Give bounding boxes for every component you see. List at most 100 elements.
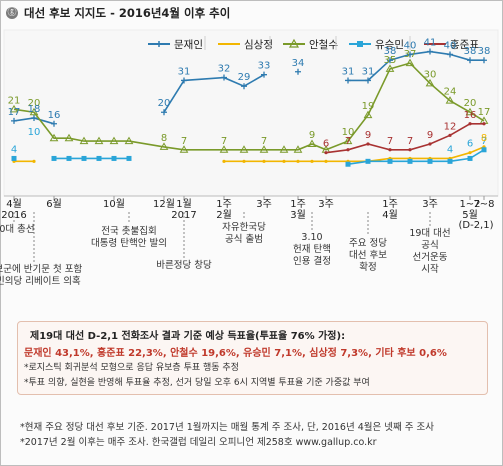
data-label: 38 [464, 46, 477, 57]
data-point [467, 155, 473, 161]
data-point [310, 159, 314, 163]
data-label: 19 [362, 101, 375, 112]
data-point [428, 142, 432, 146]
gallup-logo-icon: ⓖ [6, 7, 18, 19]
data-label: 9 [365, 130, 371, 141]
data-point [222, 159, 226, 163]
plot-area [3, 29, 499, 197]
data-point [481, 57, 487, 64]
data-point [365, 158, 371, 164]
data-point [408, 148, 412, 152]
data-point [366, 142, 370, 146]
x-period-label: 5월 [462, 209, 478, 221]
event-label: 선거운동 [413, 252, 448, 263]
event-label: 공식 [421, 240, 438, 251]
legend-marker [288, 38, 300, 48]
data-label: 16 [464, 110, 477, 121]
data-label: 17 [478, 107, 491, 118]
data-label: 37 [404, 49, 417, 60]
data-point [387, 158, 393, 164]
x-period-label: 4월 [382, 209, 398, 221]
data-point [9, 104, 19, 113]
data-point [447, 51, 453, 58]
data-label: 40 [404, 40, 417, 51]
x-tick-label: 1~2 [459, 199, 480, 210]
data-label: 7 [387, 136, 393, 147]
data-label: 29 [238, 72, 251, 83]
data-point [448, 133, 452, 137]
x-tick-label: 3주 [318, 199, 334, 210]
data-point [279, 145, 289, 153]
data-point [219, 145, 229, 153]
data-label: 9 [427, 130, 433, 141]
event-label: 대선 후보 [349, 250, 387, 261]
x-tick-label: 12월 [153, 198, 175, 210]
event-label: 자유한국당 [222, 222, 266, 233]
event-label: 주요 정당 [349, 238, 387, 249]
data-point [124, 136, 134, 145]
data-point [51, 155, 57, 161]
result-box-note: *로지스틱 회귀분석 모형으로 응답 유보층 투표 행동 추정 [24, 363, 239, 373]
data-point [181, 77, 187, 84]
data-point [387, 57, 393, 64]
data-label: 20 [158, 98, 171, 109]
data-point [96, 155, 102, 161]
page-title: 대선 후보 지지도 - 2016년4월 이후 추이 [24, 6, 231, 20]
data-point [388, 148, 392, 152]
data-point [468, 122, 472, 126]
data-point [407, 51, 413, 58]
x-tick-label: 7~8 [473, 199, 494, 210]
series-line-안철수 [13, 62, 485, 151]
data-point [49, 133, 59, 142]
data-point [346, 148, 350, 152]
x-tick-label: 3주 [256, 199, 272, 210]
data-point [482, 122, 486, 126]
x-tick-label: 10월 [103, 198, 125, 210]
event-label: 헌재 탄핵 [293, 243, 331, 255]
data-point [66, 155, 72, 161]
data-label: 7 [481, 136, 487, 147]
legend-label: 안철수 [309, 39, 338, 51]
legend-marker [156, 41, 162, 47]
data-label: 38 [384, 46, 397, 57]
title-row: ⓖ 대선 후보 지지도 - 2016년4월 이후 추이 [6, 5, 230, 21]
data-point [282, 159, 286, 163]
data-point [407, 158, 413, 164]
data-point [425, 78, 435, 87]
result-box: 제19대 대선 D-2,1 전화조사 결과 기준 예상 득표율(투표율 76% … [17, 321, 488, 395]
data-point [468, 151, 472, 155]
x-tick-label: 1주 [382, 199, 398, 210]
data-label: 20 [28, 98, 41, 109]
data-point [405, 58, 415, 67]
data-label: 8 [481, 133, 487, 144]
data-point [345, 161, 351, 167]
data-label: 6 [467, 139, 473, 150]
data-point [427, 158, 433, 164]
legend-label: 문재인 [174, 39, 203, 51]
event-label: 시작 [421, 264, 439, 275]
data-point [481, 147, 487, 153]
event-label: 국민의당 리베이트 의혹 [0, 275, 81, 287]
data-point [32, 159, 36, 163]
data-label: 41 [424, 38, 437, 49]
data-label: 21 [8, 95, 21, 106]
data-point [239, 145, 249, 153]
data-point [159, 142, 169, 150]
event-label: 바른정당 창당 [156, 260, 212, 271]
data-label: 7 [221, 136, 227, 147]
data-point [262, 159, 266, 163]
x-tick-label: 6월 [46, 198, 62, 210]
x-period-note: (D-2,1) [458, 220, 493, 231]
result-box-note: *투표 의향, 실현을 반영해 투표율 추정, 선거 당일 오후 6시 지역별 … [24, 378, 370, 388]
footnote: *2017년 2월 이후는 매주 조사. 한국갤럽 데일리 오피니언 제258호… [20, 437, 377, 448]
x-period-label: 2017 [171, 210, 196, 221]
data-point [179, 145, 189, 153]
data-point [111, 155, 117, 161]
data-point [261, 71, 267, 78]
x-period-label: 2월 [216, 209, 232, 221]
data-point [94, 136, 104, 145]
data-point [81, 155, 87, 161]
x-tick-label: 3주 [422, 199, 438, 210]
data-label: 6 [323, 139, 329, 150]
